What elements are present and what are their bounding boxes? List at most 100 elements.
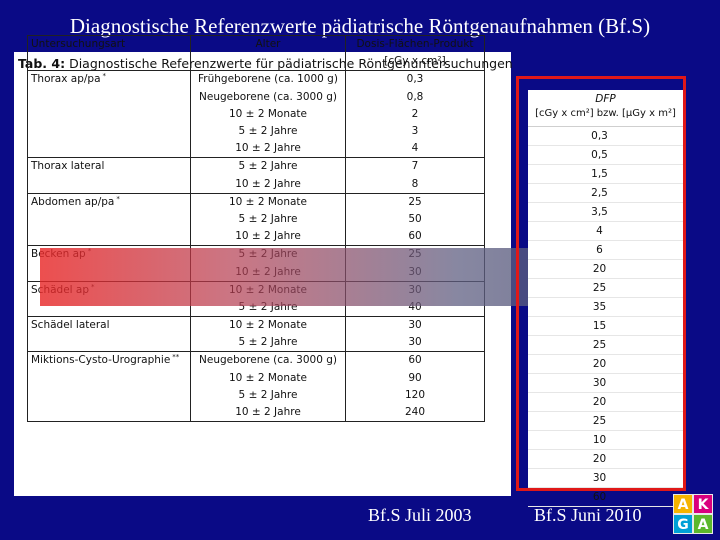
exam-cell (27, 105, 191, 123)
table-row: 10 ± 2 Jahre 240 (27, 403, 485, 423)
age-cell: 10 ± 2 Monate (190, 192, 346, 211)
dfp-2010-value: 35 (528, 298, 683, 317)
table-row: Miktions-Cysto-Urographie ** Neugeborene (… (27, 351, 485, 370)
exam-label: Miktions-Cysto-Urographie (31, 354, 171, 367)
table-row: 5 ± 2 Jahre 50 (27, 210, 485, 229)
table-row: Schädel ap * 10 ± 2 Monate 30 (27, 280, 485, 299)
dfp-value-cell: 30 (345, 280, 485, 299)
dfp-value-cell: 2 (345, 105, 485, 123)
table-row: Thorax lateral 5 ± 2 Jahre 7 (27, 157, 485, 176)
age-cell: 5 ± 2 Jahre (190, 122, 346, 141)
dfp-2010-value: 20 (528, 355, 683, 374)
exam-cell: Becken ap * (27, 245, 191, 264)
dfp-value-cell: 30 (345, 316, 485, 335)
dfp-2010-value: 25 (528, 279, 683, 298)
table-header-row-2: [cGy x cm²] (28, 53, 485, 71)
table-row: 5 ± 2 Jahre 40 (27, 298, 485, 317)
exam-cell (27, 88, 191, 106)
dfp-2010-value: 60 (528, 488, 683, 507)
exam-cell: Abdomen ap/pa * (27, 192, 191, 211)
table-header-row: Untersuchungsart Alter Dosis-Flächen-Pro… (27, 34, 485, 71)
table-row: 10 ± 2 Jahre 60 (27, 228, 485, 246)
akga-logo: A K G A (673, 494, 713, 534)
footer-source-2003: Bf.S Juli 2003 (368, 505, 472, 525)
dfp-value-cell: 25 (345, 245, 485, 264)
exam-cell (27, 386, 191, 404)
age-cell: 5 ± 2 Jahre (190, 157, 346, 176)
dfp-2010-value: 3,5 (528, 203, 683, 222)
dfp-2010-value: 6 (528, 241, 683, 260)
dfp-2010-value: 1,5 (528, 165, 683, 184)
dfp-table-2010: DFP [cGy x cm²] bzw. [µGy x m²] 0,3 0,5 1,… (528, 90, 683, 507)
table-row: Becken ap * 5 ± 2 Jahre 25 (27, 245, 485, 264)
col-header-dfp: Dosis-Flächen-Produkt (345, 35, 485, 54)
dfp-value-cell: 4 (345, 140, 485, 158)
exam-cell (27, 298, 191, 317)
dfp-value-cell: 60 (345, 228, 485, 246)
dfp-value-cell: 30 (345, 263, 485, 282)
dfp-2010-value: 30 (528, 469, 683, 488)
table-row: 5 ± 2 Jahre 30 (27, 334, 485, 352)
dfp-2010-value: 20 (528, 393, 683, 412)
exam-cell: Thorax lateral (27, 157, 191, 176)
exam-cell (27, 210, 191, 229)
exam-label: Becken ap (31, 248, 86, 261)
footnote-mark: * (102, 72, 107, 81)
dfp-value-cell: 90 (345, 369, 485, 387)
dfp-units: [cGy x cm²] bzw. [µGy x m²] (535, 108, 676, 119)
age-cell: 5 ± 2 Jahre (190, 210, 346, 229)
age-cell: 10 ± 2 Monate (190, 369, 346, 387)
exam-cell (27, 140, 191, 158)
dfp-value-cell: 30 (345, 334, 485, 352)
age-cell: 5 ± 2 Jahre (190, 245, 346, 264)
age-cell: 10 ± 2 Jahre (190, 140, 346, 158)
dfp-value-cell: 8 (345, 175, 485, 194)
exam-cell (27, 175, 191, 194)
age-cell: 5 ± 2 Jahre (190, 298, 346, 317)
age-cell: 5 ± 2 Jahre (190, 334, 346, 352)
age-cell: Neugeborene (ca. 3000 g) (190, 88, 346, 106)
red-highlight-frame (516, 76, 686, 491)
slide-title: Diagnostische Referenzwerte pädiatrische… (69, 14, 651, 38)
dfp-value-cell: 3 (345, 122, 485, 141)
footnote-mark: ** (172, 353, 180, 362)
exam-label: Schädel lateral (31, 319, 110, 332)
dfp-value-cell: 120 (345, 386, 485, 404)
dfp-2010-value: 25 (528, 336, 683, 355)
dfp-value-cell: 0,3 (345, 70, 485, 89)
exam-cell (27, 369, 191, 387)
footnote-mark: * (116, 194, 120, 203)
age-cell: Neugeborene (ca. 3000 g) (190, 351, 346, 370)
dfp-2010-value: 0,3 (528, 127, 683, 146)
exam-cell: Thorax ap/pa * (27, 70, 191, 89)
dfp-2010-value: 10 (528, 431, 683, 450)
exam-cell (27, 334, 191, 352)
table-row: Neugeborene (ca. 3000 g) 0,8 (27, 88, 485, 106)
footnote-mark: * (91, 282, 95, 291)
table-row: 10 ± 2 Monate 90 (27, 369, 485, 387)
dfp-value-cell: 7 (345, 157, 485, 176)
exam-label: Thorax lateral (31, 160, 105, 173)
logo-letter-4: A (698, 517, 709, 533)
dfp-value-cell: 50 (345, 210, 485, 229)
dfp-value-cell: 240 (345, 403, 485, 423)
table-row: 10 ± 2 Jahre 8 (27, 175, 485, 194)
logo-letter-3: G (677, 517, 689, 533)
exam-label: Schädel ap (31, 283, 90, 296)
dfp-2010-value: 4 (528, 222, 683, 241)
dfp-2010-value: 20 (528, 450, 683, 469)
footer-source-2010: Bf.S Juni 2010 (534, 505, 642, 525)
logo-letter-2: K (698, 497, 710, 513)
exam-cell: Schädel lateral (27, 316, 191, 335)
dfp-2010-value: 15 (528, 317, 683, 336)
dfp-2010-value: 25 (528, 412, 683, 431)
age-cell: 5 ± 2 Jahre (190, 386, 346, 404)
exam-cell (27, 228, 191, 246)
age-cell: Frühgeborene (ca. 1000 g) (190, 70, 346, 89)
table-row: Abdomen ap/pa * 10 ± 2 Monate 25 (27, 192, 485, 211)
dfp-value-cell: 60 (345, 351, 485, 370)
table-row: 5 ± 2 Jahre 120 (27, 386, 485, 404)
age-cell: 10 ± 2 Monate (190, 280, 346, 299)
reference-values-table: Untersuchungsart Alter Dosis-Flächen-Pro… (27, 34, 485, 423)
footnote-mark: * (87, 247, 92, 256)
